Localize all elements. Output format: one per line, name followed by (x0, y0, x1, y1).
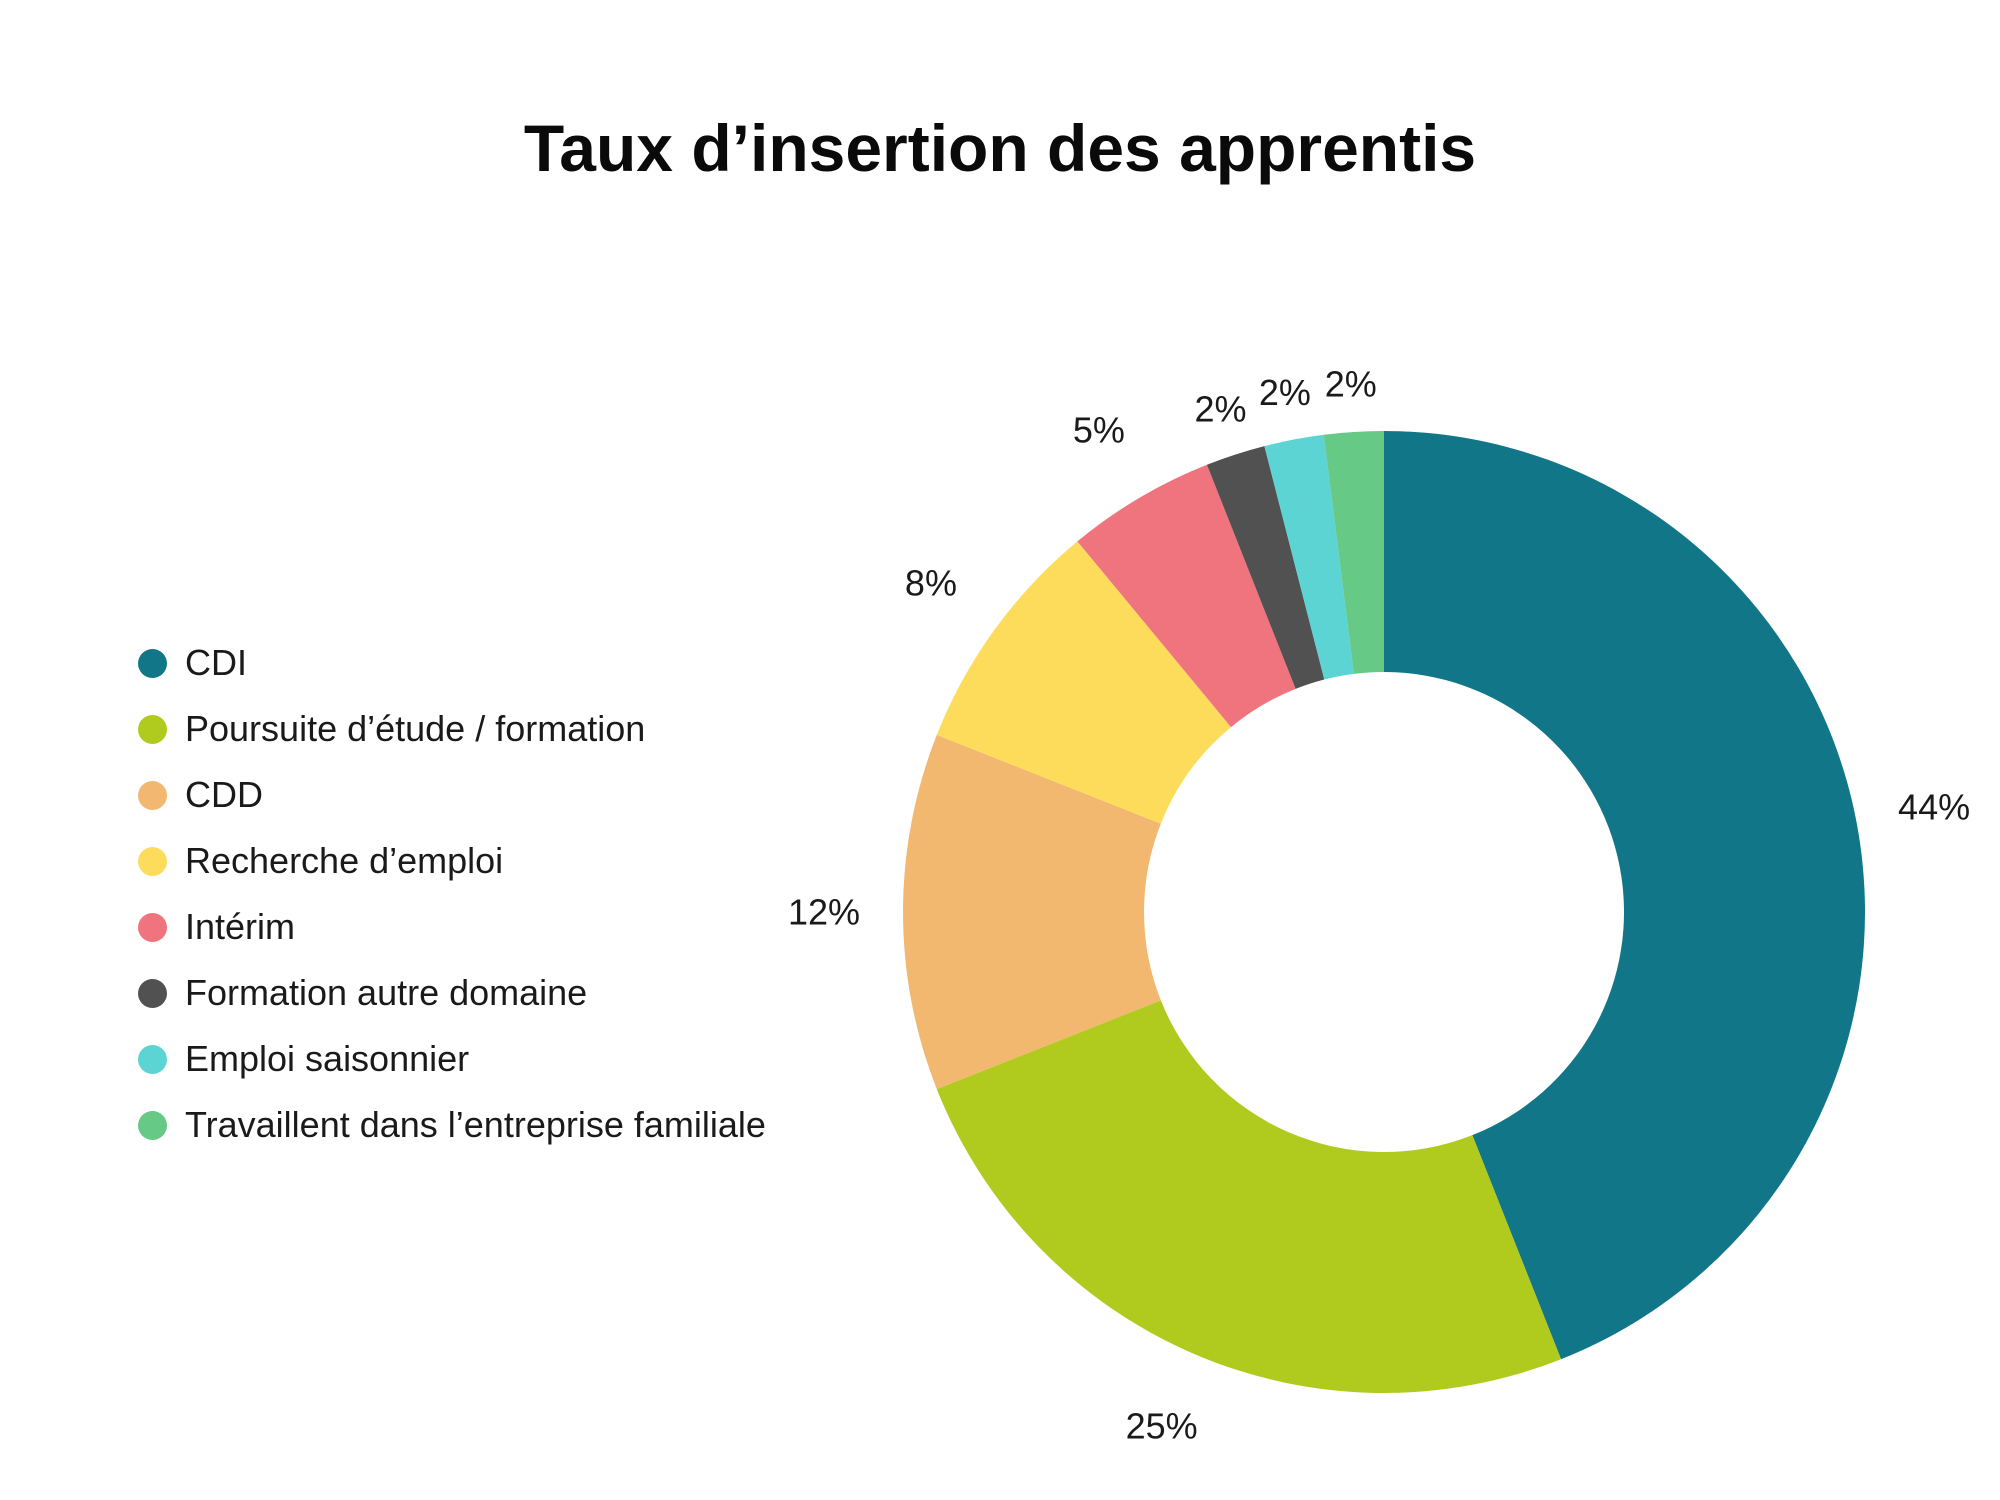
legend-item-familiale: Travaillent dans l’entreprise familiale (138, 1092, 766, 1158)
legend-label: Emploi saisonnier (185, 1038, 470, 1079)
donut-slice (936, 541, 1232, 824)
slice-value-label: 2% (1325, 364, 1377, 405)
legend-swatch (138, 912, 167, 942)
donut-slices (903, 431, 1865, 1393)
donut-slice (1077, 464, 1296, 728)
donut-slice (1384, 431, 1865, 1360)
chart-title: Taux d’insertion des apprentis (523, 111, 1477, 185)
legend-swatch (138, 978, 167, 1008)
legend-swatch (138, 1044, 167, 1074)
legend-item-recherche: Recherche d’emploi (138, 828, 766, 894)
legend: CDI Poursuite d’étude / formation CDD Re… (138, 630, 766, 1158)
legend-swatch (138, 714, 167, 744)
slice-value-label: 2% (1259, 372, 1311, 413)
legend-label: CDD (185, 774, 263, 815)
donut-slice (903, 734, 1161, 1090)
legend-swatch (138, 1110, 167, 1140)
legend-label: Formation autre domaine (185, 972, 588, 1013)
slice-value-label: 25% (1126, 1405, 1198, 1446)
legend-item-formation-autre: Formation autre domaine (138, 960, 766, 1026)
legend-swatch (138, 648, 167, 678)
legend-label: Poursuite d’étude / formation (185, 708, 646, 749)
legend-item-poursuite: Poursuite d’étude / formation (138, 696, 766, 762)
legend-label: Recherche d’emploi (185, 840, 504, 881)
slice-value-label: 8% (905, 562, 957, 603)
legend-label: CDI (185, 642, 247, 683)
legend-swatch (138, 780, 167, 810)
legend-swatch (138, 846, 167, 876)
donut-slice (1206, 446, 1325, 689)
slice-value-label: 12% (788, 892, 860, 933)
legend-item-cdd: CDD (138, 762, 766, 828)
slice-value-label: 5% (1073, 409, 1125, 450)
legend-item-interim: Intérim (138, 894, 766, 960)
legend-label: Intérim (185, 906, 296, 947)
donut-slice (1264, 434, 1354, 680)
donut-slice (936, 1000, 1562, 1393)
legend-item-saisonnier: Emploi saisonnier (138, 1026, 766, 1092)
legend-item-cdi: CDI (138, 630, 766, 696)
donut-value-labels: 44% 25% 12% 8% 5% 2% 2% 2% (788, 364, 1970, 1447)
slice-value-label: 44% (1898, 787, 1970, 828)
donut-slice (1323, 431, 1384, 674)
legend-label: Travaillent dans l’entreprise familiale (185, 1104, 766, 1145)
slice-value-label: 2% (1195, 388, 1247, 429)
